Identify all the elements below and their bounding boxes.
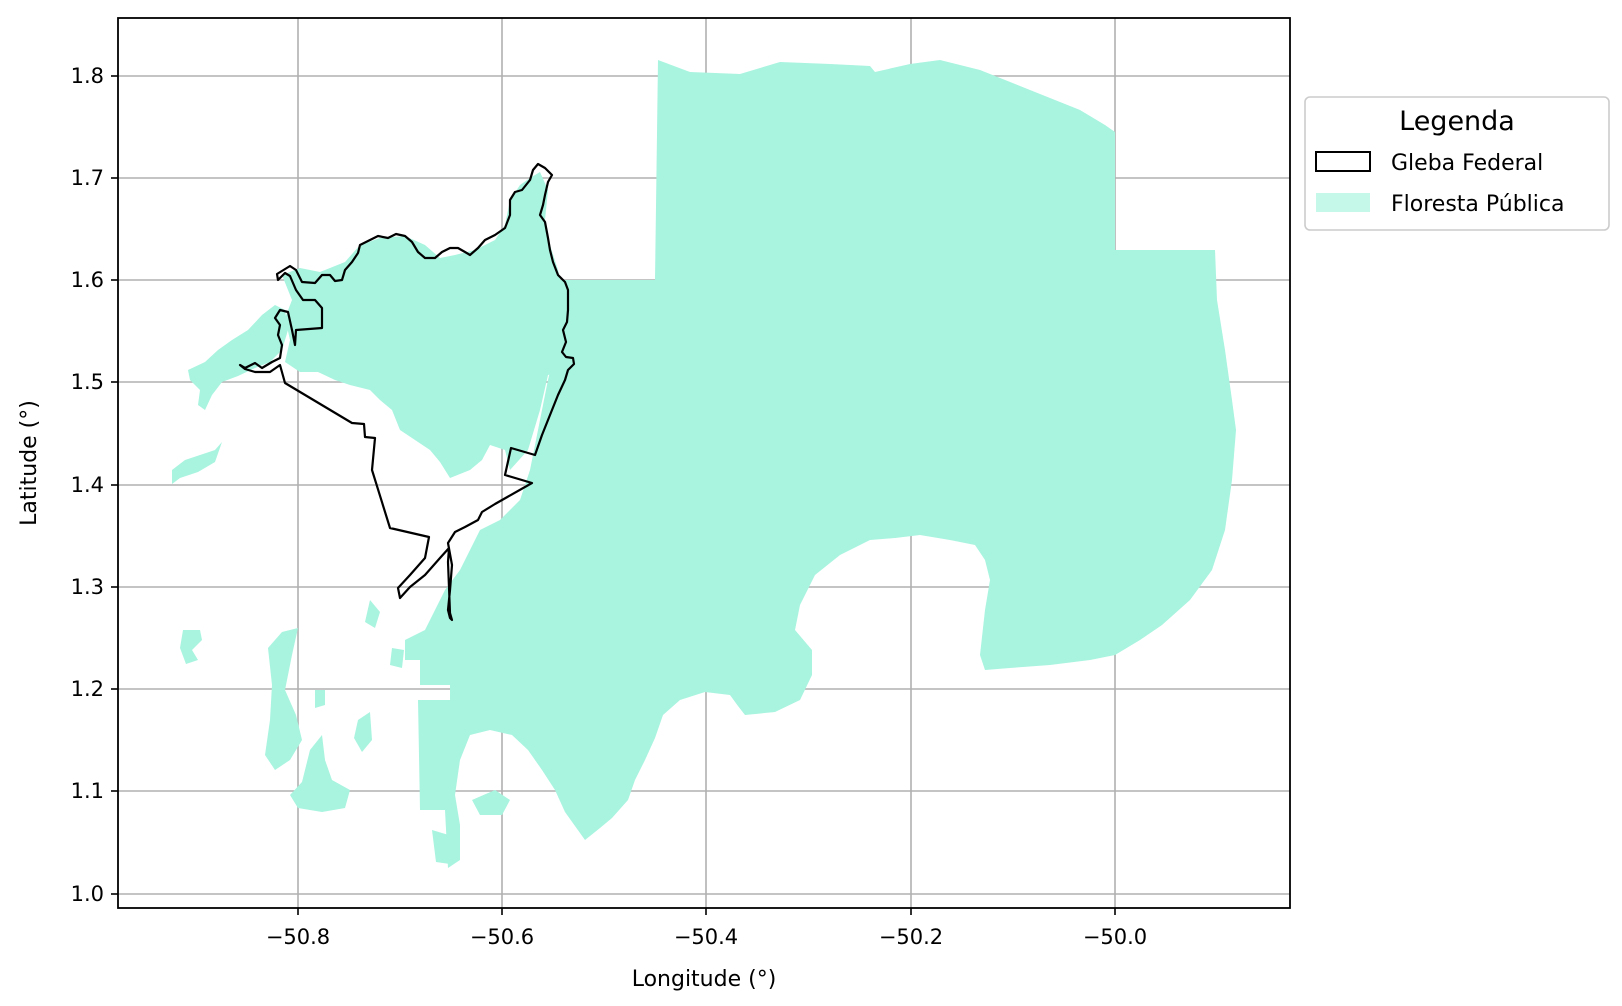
floresta-gleba-interior	[282, 172, 568, 478]
floresta-island-f	[354, 712, 372, 752]
floresta-publica-area	[172, 60, 1236, 868]
x-tick-label: −50.8	[266, 925, 330, 949]
y-axis-label: Latitude (°)	[17, 400, 42, 526]
legend-label-gleba: Gleba Federal	[1391, 151, 1543, 176]
floresta-island-a	[172, 442, 222, 484]
y-tick-label: 1.4	[71, 473, 104, 497]
x-tick-labels: −50.8 −50.6 −50.4 −50.2 −50.0	[266, 925, 1147, 949]
floresta-island-b	[265, 628, 302, 770]
y-tick-label: 1.0	[71, 882, 104, 906]
y-tick-label: 1.3	[71, 575, 104, 599]
floresta-main-polygon	[405, 60, 1236, 868]
legend-box	[1304, 96, 1610, 231]
y-tick-label: 1.7	[71, 166, 104, 190]
x-tick-label: −50.2	[879, 925, 943, 949]
x-tick-label: −50.6	[470, 925, 534, 949]
legend-title: Legenda	[1399, 106, 1515, 137]
tick-marks	[111, 75, 1116, 915]
axes-frame	[117, 17, 1291, 909]
y-tick-label: 1.8	[71, 64, 104, 88]
legend-swatch-floresta	[1316, 193, 1370, 212]
floresta-west-islands	[188, 305, 288, 410]
y-tick-label: 1.5	[71, 370, 104, 394]
floresta-island-j	[472, 790, 510, 815]
legend: Legenda Gleba Federal Floresta Pública	[1304, 96, 1610, 231]
floresta-island-e	[365, 600, 380, 628]
x-axis-label: Longitude (°)	[632, 967, 777, 992]
floresta-island-h	[390, 648, 404, 668]
y-tick-labels: 1.8 1.7 1.6 1.5 1.4 1.3 1.2 1.1 1.0	[71, 64, 104, 906]
floresta-island-g	[315, 690, 325, 708]
floresta-island-i	[432, 830, 452, 864]
y-tick-label: 1.6	[71, 268, 104, 292]
gleba-federal-boundary	[238, 162, 576, 622]
x-tick-label: −50.0	[1083, 925, 1147, 949]
legend-swatch-gleba	[1315, 151, 1371, 172]
y-tick-label: 1.2	[71, 677, 104, 701]
x-tick-label: −50.4	[674, 925, 738, 949]
floresta-island-d	[180, 630, 202, 664]
legend-label-floresta: Floresta Pública	[1391, 192, 1564, 217]
y-tick-label: 1.1	[71, 779, 104, 803]
floresta-island-c	[290, 735, 350, 812]
